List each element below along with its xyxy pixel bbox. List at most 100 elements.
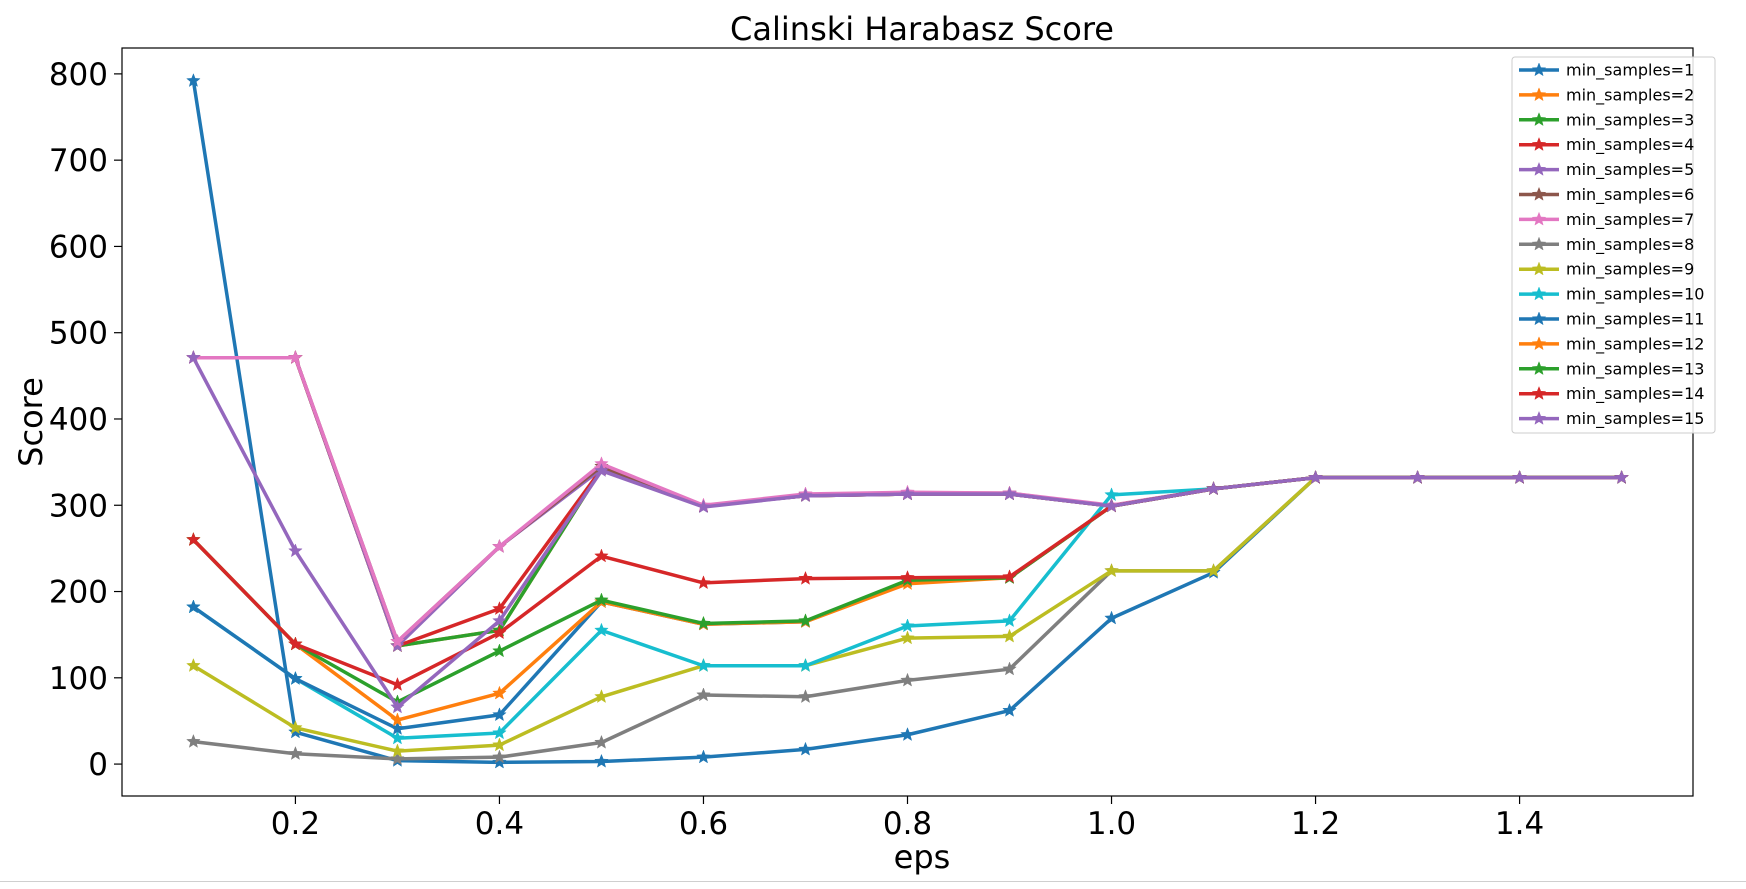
data-point-star: [696, 687, 711, 702]
series-12: [186, 469, 1629, 727]
legend-item: min_samples=15: [1519, 409, 1704, 429]
data-point-star: [594, 463, 609, 477]
data-point-star: [696, 749, 711, 764]
data-point-star: [696, 499, 711, 514]
data-point-star: [186, 532, 201, 546]
legend-item: min_samples=6: [1519, 185, 1694, 205]
x-axis: 0.2 0.4 0.6 0.8 1.0 1.2 1.4: [271, 796, 1544, 842]
series-9: [186, 469, 1629, 758]
series-line: [193, 355, 1622, 648]
legend-label: min_samples=15: [1566, 409, 1704, 429]
series-line: [191, 356, 1622, 709]
series-2: [186, 350, 1629, 653]
data-point-star: [594, 592, 609, 607]
series-line: [192, 475, 1622, 704]
data-point-star: [492, 601, 507, 616]
x-tick-label: 0.2: [271, 806, 320, 842]
data-point-star: [288, 720, 303, 735]
legend-star-icon: [1531, 161, 1547, 176]
data-point-star: [1002, 628, 1017, 643]
data-point-star: [798, 613, 813, 628]
data-point-star: [492, 685, 507, 700]
legend-star-icon: [1531, 211, 1547, 226]
series-14: [186, 469, 1629, 691]
y-tick-label: 500: [49, 316, 108, 352]
data-point-star: [390, 699, 405, 714]
series-line: [193, 355, 1622, 644]
legend-item: min_samples=14: [1519, 384, 1704, 404]
series-line: [193, 355, 1622, 648]
y-tick-label: 100: [49, 661, 108, 697]
data-point-star: [696, 615, 711, 630]
chart-title: Calinski Harabasz Score: [730, 10, 1114, 48]
x-tick-label: 1.0: [1087, 806, 1136, 842]
legend-item: min_samples=11: [1519, 310, 1704, 330]
data-point-star: [594, 753, 609, 768]
legend-label: min_samples=10: [1566, 285, 1704, 305]
legend-star-icon: [1531, 286, 1547, 301]
data-point-star: [1410, 469, 1425, 484]
series-line: [192, 475, 1622, 722]
data-point-star: [798, 658, 813, 672]
data-point-star: [798, 570, 813, 585]
legend-label: min_samples=6: [1566, 185, 1694, 205]
data-point-star: [492, 625, 507, 640]
data-point-star: [1104, 487, 1119, 502]
legend-label: min_samples=7: [1566, 210, 1694, 230]
series-8: [186, 469, 1629, 766]
data-point-star: [492, 725, 507, 740]
legend-star-icon: [1531, 361, 1547, 376]
data-point-star: [1308, 469, 1323, 484]
data-point-star: [390, 638, 405, 653]
legend-items: min_samples=1 min_samples=2 min_samples=3m…: [1519, 61, 1704, 429]
data-point-star: [390, 721, 405, 735]
data-point-star: [390, 730, 405, 745]
legend-item: min_samples=7: [1519, 210, 1694, 230]
data-point-star: [288, 543, 303, 558]
data-point-star: [900, 727, 915, 741]
data-point-star: [186, 733, 201, 748]
legend-label: min_samples=1: [1566, 61, 1694, 81]
series-line: [193, 355, 1622, 648]
y-tick-label: 600: [49, 229, 108, 265]
legend-star-icon: [1531, 186, 1547, 201]
series-4: [186, 350, 1629, 653]
series-line: [191, 80, 1622, 765]
plot-frame: [121, 47, 1694, 797]
data-point-star: [594, 622, 609, 637]
data-point-star: [288, 670, 303, 685]
series-15: [186, 350, 1629, 714]
y-tick-label: 0: [88, 747, 108, 783]
series-line: [193, 355, 1622, 644]
data-point-star: [1512, 469, 1527, 484]
data-point-star: [288, 746, 303, 760]
series-line: [193, 355, 1622, 648]
legend-label: min_samples=4: [1566, 135, 1694, 155]
data-point-star: [1206, 563, 1221, 578]
legend-star-icon: [1531, 62, 1547, 77]
legend-item: min_samples=13: [1519, 359, 1704, 379]
data-point-star: [594, 548, 609, 563]
x-axis-label: eps: [894, 838, 951, 876]
legend-label: min_samples=5: [1566, 160, 1694, 180]
legend-label: min_samples=9: [1566, 260, 1694, 280]
y-tick-label: 400: [49, 402, 108, 438]
legend-label: min_samples=3: [1566, 110, 1694, 130]
y-tick-label: 700: [49, 143, 108, 179]
data-point-star: [594, 734, 609, 749]
y-axis: 0 100 200 300 400 500 600 700 800: [49, 57, 122, 783]
data-point-star: [186, 73, 201, 88]
data-point-star: [390, 633, 405, 648]
legend-star-icon: [1531, 236, 1547, 251]
data-point-star: [1206, 481, 1221, 496]
data-point-star: [492, 538, 507, 553]
series-line: [192, 475, 1622, 753]
data-point-star: [696, 575, 711, 590]
legend-item: min_samples=10: [1519, 285, 1704, 305]
data-point-star: [1002, 661, 1017, 676]
data-point-star: [492, 613, 507, 628]
legend-item: min_samples=2: [1519, 85, 1694, 105]
data-point-star: [900, 630, 915, 645]
